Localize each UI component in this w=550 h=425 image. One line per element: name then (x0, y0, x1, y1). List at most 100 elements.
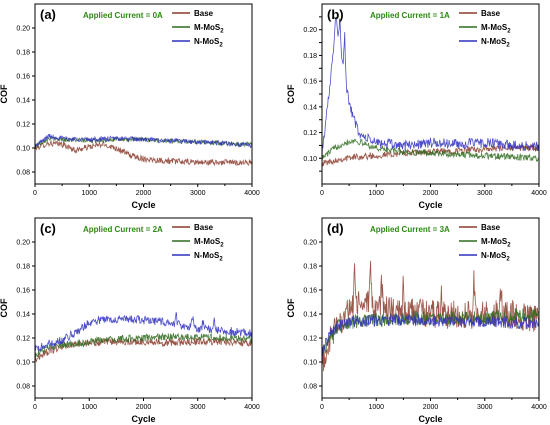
x-tick-label: 4000 (244, 190, 260, 197)
y-axis-title: COF (286, 298, 296, 318)
panel-label: (b) (327, 7, 344, 22)
series-line-base (322, 260, 539, 372)
applied-current-annotation: Applied Current = 0A (83, 11, 163, 20)
x-axis-title: Cycle (131, 200, 155, 210)
x-tick-label: 1000 (368, 190, 384, 197)
legend-label: N-MoS2 (194, 37, 223, 49)
chart-panel-3: 0 1000 2000 3000 4000 0.08 0.10 0.12 0.14 0.16 0.1… (0, 217, 260, 424)
series-line-m-mos2 (322, 138, 539, 163)
x-tick-label: 4000 (244, 404, 260, 411)
legend: Base M-MoS2 N-MoS2 (172, 223, 224, 263)
series-lines (322, 16, 539, 167)
legend-label: Base (481, 9, 501, 18)
y-tick-label: 0.18 (16, 264, 30, 271)
x-tick-label: 1000 (368, 404, 384, 411)
y-tick-label: 0.08 (16, 170, 30, 177)
legend-label: M-MoS2 (194, 23, 224, 35)
series-line-m-mos2 (35, 332, 252, 358)
y-tick-label: 0.10 (303, 360, 317, 367)
series-line-n-mos2 (35, 133, 252, 149)
series-line-n-mos2 (35, 312, 252, 352)
y-tick-label: 0.16 (303, 79, 317, 86)
legend-label: M-MoS2 (481, 237, 511, 249)
x-tick-label: 4000 (531, 190, 547, 197)
legend-label: N-MoS2 (481, 251, 510, 263)
y-tick-label: 0.20 (16, 240, 30, 247)
legend: Base M-MoS2 N-MoS2 (459, 223, 511, 263)
series-line-base (35, 139, 252, 167)
applied-current-annotation: Applied Current = 1A (370, 11, 450, 20)
x-tick-label: 0 (33, 404, 37, 411)
y-tick-label: 0.18 (16, 50, 30, 57)
y-tick-label: 0.20 (16, 26, 30, 33)
y-tick-label: 0.10 (16, 146, 30, 153)
legend-label: M-MoS2 (481, 23, 511, 35)
y-tick-label: 0.14 (303, 104, 317, 111)
x-axis-title: Cycle (418, 414, 442, 424)
series-lines (322, 260, 539, 372)
legend-label-subscript: 2 (219, 257, 223, 263)
x-tick-label: 2000 (423, 404, 439, 411)
legend-label-subscript: 2 (506, 43, 510, 49)
x-tick-label: 3000 (190, 404, 206, 411)
legend-label: M-MoS2 (194, 237, 224, 249)
y-tick-label: 0.12 (303, 336, 317, 343)
panel-label: (a) (40, 7, 56, 22)
y-tick-label: 0.18 (303, 264, 317, 271)
x-tick-label: 3000 (477, 190, 493, 197)
y-tick-label: 0.20 (303, 240, 317, 247)
x-tick-label: 1000 (81, 190, 97, 197)
legend: Base M-MoS2 N-MoS2 (459, 9, 511, 49)
legend-label: N-MoS2 (481, 37, 510, 49)
y-tick-label: 0.14 (16, 312, 30, 319)
y-tick-label: 0.20 (303, 27, 317, 34)
applied-current-annotation: Applied Current = 3A (370, 225, 450, 234)
series-line-n-mos2 (322, 16, 539, 158)
y-tick-label: 0.12 (303, 130, 317, 137)
chart-panel-4: 0 1000 2000 3000 4000 0.08 0.10 0.12 0.14 0.16 0.1… (286, 217, 547, 424)
y-axis-title: COF (0, 84, 9, 104)
legend-label-subscript: 2 (507, 243, 511, 249)
x-tick-label: 1000 (81, 404, 97, 411)
x-tick-label: 4000 (531, 404, 547, 411)
y-tick-label: 0.14 (16, 98, 30, 105)
legend-label: N-MoS2 (194, 251, 223, 263)
series-lines (35, 312, 252, 363)
legend-label: Base (194, 223, 214, 232)
y-axis-title: COF (286, 84, 296, 104)
series-lines (35, 133, 252, 167)
y-axis-title: COF (0, 298, 9, 318)
legend-label-subscript: 2 (219, 43, 223, 49)
x-tick-label: 3000 (190, 190, 206, 197)
x-tick-label: 2000 (423, 190, 439, 197)
x-axis-title: Cycle (418, 200, 442, 210)
x-axis-title: Cycle (131, 414, 155, 424)
legend-label: Base (194, 9, 214, 18)
x-tick-label: 3000 (477, 404, 493, 411)
y-tick-label: 0.14 (303, 312, 317, 319)
series-line-m-mos2 (35, 135, 252, 148)
y-tick-label: 0.16 (303, 288, 317, 295)
legend-label-subscript: 2 (220, 243, 224, 249)
y-tick-label: 0.16 (16, 288, 30, 295)
x-tick-label: 0 (320, 190, 324, 197)
legend-label-subscript: 2 (507, 29, 511, 35)
x-tick-label: 0 (320, 404, 324, 411)
panel-label: (d) (327, 221, 344, 236)
y-tick-label: 0.12 (16, 122, 30, 129)
x-tick-label: 2000 (136, 404, 152, 411)
panel-label: (c) (40, 221, 56, 236)
legend-label-subscript: 2 (506, 257, 510, 263)
chart-panel-2: 0 1000 2000 3000 4000 0.10 0.12 0.14 0.16 0.18 0.2… (286, 3, 547, 210)
legend-label-subscript: 2 (220, 29, 224, 35)
y-tick-label: 0.08 (16, 384, 30, 391)
y-tick-label: 0.12 (16, 336, 30, 343)
x-tick-label: 0 (33, 190, 37, 197)
y-tick-label: 0.08 (303, 384, 317, 391)
y-tick-label: 0.16 (16, 74, 30, 81)
y-tick-label: 0.18 (303, 53, 317, 60)
chart-panel-1: 0 1000 2000 3000 4000 0.08 0.10 0.12 0.14 0.16 0.1… (0, 3, 260, 210)
y-tick-label: 0.10 (16, 360, 30, 367)
legend: Base M-MoS2 N-MoS2 (172, 9, 224, 49)
